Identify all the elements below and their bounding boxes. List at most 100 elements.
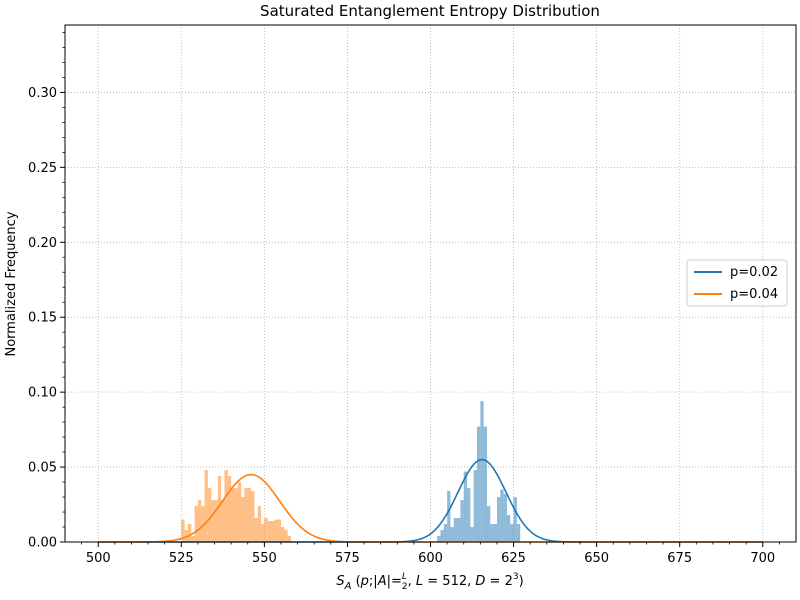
histogram-bar	[457, 518, 461, 542]
x-tick-label: 675	[667, 551, 692, 566]
histogram-bar	[224, 470, 228, 542]
histogram-bar	[506, 515, 511, 542]
histogram-bar	[251, 491, 255, 542]
y-axis-ticks: 0.00 0.05 0.10 0.15 0.20 0.25 0.30	[28, 32, 65, 551]
y-tick-label: 0.05	[28, 461, 57, 476]
x-label-semi: ;|	[369, 574, 378, 589]
histogram-bar	[194, 506, 198, 542]
histogram-bar	[500, 489, 504, 542]
y-tick-label: 0.15	[28, 311, 57, 326]
histogram-bar	[493, 524, 497, 542]
histogram-bar	[513, 497, 517, 542]
histogram-bar	[237, 482, 242, 542]
x-tick-label: 550	[252, 551, 277, 566]
x-tick-label: 625	[501, 551, 526, 566]
histogram-bar	[247, 488, 252, 542]
histogram-bar	[280, 527, 285, 542]
x-label-eq512: = 512,	[423, 574, 475, 589]
histogram-bar	[503, 494, 507, 542]
histogram-bar	[490, 524, 494, 542]
histogram-bar	[187, 524, 192, 542]
histogram-bar	[197, 500, 202, 542]
histogram-bar	[207, 488, 212, 542]
histogram-bar	[214, 500, 218, 542]
x-label-a: A	[377, 574, 387, 589]
histogram-bar	[470, 527, 474, 542]
histogram-bar	[274, 519, 278, 542]
histogram-bar	[254, 518, 258, 542]
legend: p=0.02 p=0.04	[686, 259, 788, 307]
histogram-bar	[217, 476, 222, 542]
histogram-bar	[496, 497, 501, 542]
histogram-bar	[467, 488, 471, 542]
histogram-bar	[287, 536, 291, 542]
histogram-bar	[483, 426, 487, 542]
histogram-bar	[463, 471, 468, 542]
chart-title: Saturated Entanglement Entropy Distribut…	[260, 2, 600, 20]
histogram-bar	[244, 488, 248, 542]
x-tick-label: 500	[86, 551, 111, 566]
histogram-bar	[480, 401, 484, 542]
x-label-comma1: ,	[408, 574, 416, 589]
histogram-bar	[473, 470, 478, 542]
y-tick-label: 0.25	[28, 161, 57, 176]
histogram-bar	[284, 530, 288, 542]
x-tick-label: 575	[335, 551, 360, 566]
histogram-bar	[516, 524, 521, 542]
histogram-bar	[447, 491, 451, 542]
histogram-bar	[204, 470, 208, 542]
histogram-bar	[201, 506, 205, 542]
histogram-bar	[227, 476, 232, 542]
x-label-d: D	[475, 574, 485, 589]
x-axis-ticks: 500 525 550 575 600 625 650 675 700	[81, 542, 780, 566]
x-axis-label: SA (p;|A|=L 2, L = 512, D = 23)	[336, 572, 523, 592]
histogram-bar	[477, 426, 481, 542]
histogram-bar	[231, 488, 235, 542]
histogram-p004	[181, 470, 291, 542]
histogram-bar	[486, 506, 491, 542]
histogram-bar	[221, 500, 225, 542]
legend-label-p002: p=0.02	[730, 265, 778, 280]
y-tick-label: 0.30	[28, 86, 57, 101]
y-tick-label: 0.20	[28, 236, 57, 251]
x-label-p: p	[360, 574, 369, 589]
histogram-bar	[211, 500, 215, 542]
x-label-exp: 3	[513, 572, 519, 582]
histogram-bar	[191, 536, 195, 542]
y-axis-label: Normalized Frequency	[4, 211, 19, 356]
histogram-bar	[450, 527, 454, 542]
histogram-bar	[443, 524, 448, 542]
x-label-eq2: = 2	[485, 574, 512, 589]
x-label-eqbar: |=	[387, 574, 402, 589]
histogram-bar	[257, 506, 262, 542]
x-label-sub: A	[344, 581, 352, 592]
histogram-bar	[453, 518, 458, 542]
histogram-bar	[437, 536, 441, 542]
x-tick-label: 700	[750, 551, 775, 566]
x-label-open: (	[351, 574, 360, 589]
x-label-l: L	[416, 574, 423, 589]
x-tick-label: 525	[169, 551, 194, 566]
histogram-bar	[264, 518, 268, 542]
legend-label-p004: p=0.04	[730, 287, 778, 302]
histogram-bar	[261, 524, 265, 542]
histogram-bar	[460, 500, 464, 542]
plot-area: 500 525 550 575 600 625 650 675 700 0.00 0.05 0.10…	[28, 24, 797, 566]
x-label-symbol: S	[336, 574, 344, 589]
histogram-bar	[271, 521, 275, 542]
histogram-bar	[241, 497, 245, 542]
x-label-frac-den: 2	[402, 582, 408, 592]
histogram-bar	[440, 530, 444, 542]
x-label-close: )	[519, 574, 524, 589]
histogram-bar	[181, 519, 185, 542]
histogram-bar	[267, 521, 272, 542]
y-tick-label: 0.10	[28, 386, 57, 401]
histogram-p002	[437, 401, 521, 542]
x-tick-label: 600	[418, 551, 443, 566]
histogram-bar	[234, 488, 238, 542]
x-tick-label: 650	[584, 551, 609, 566]
histogram-bar	[510, 524, 514, 542]
histogram-bar	[277, 519, 281, 542]
y-tick-label: 0.00	[28, 536, 57, 551]
